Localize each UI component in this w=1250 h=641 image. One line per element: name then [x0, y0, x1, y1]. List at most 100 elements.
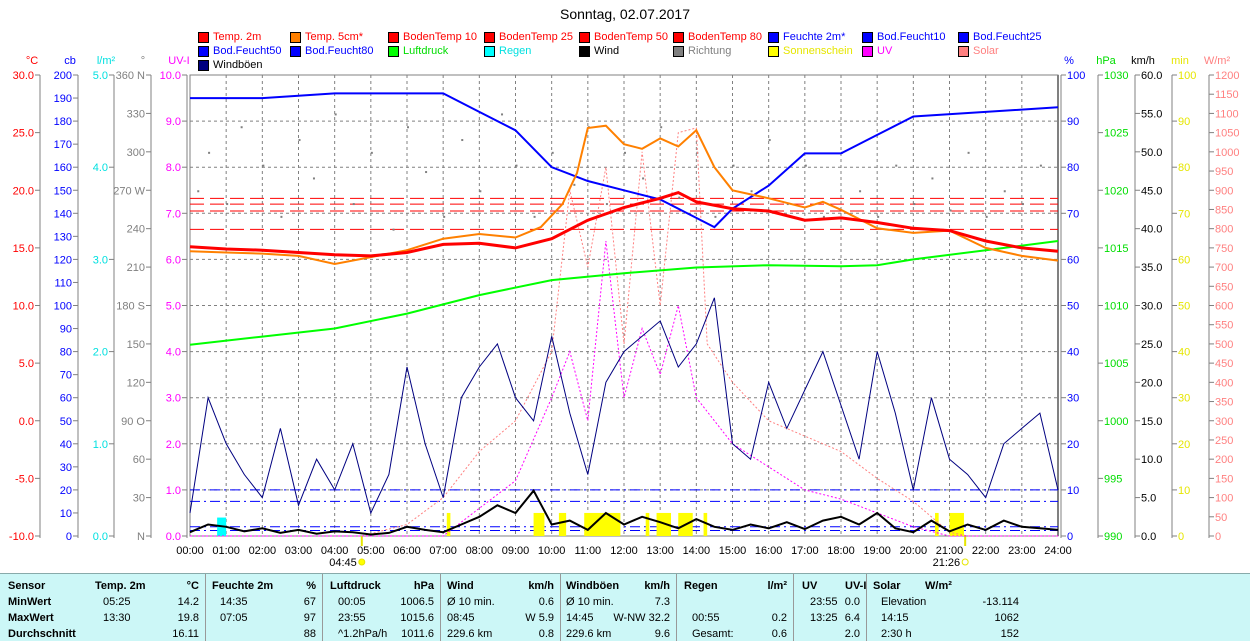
axis-tick-label: -5.0 — [15, 473, 34, 485]
axis-tick-label: 0.0 — [1141, 531, 1156, 543]
column-header: Temp. 2m — [95, 580, 146, 592]
axis-tick-label: 400 — [1215, 377, 1233, 389]
legend-swatch — [198, 31, 209, 43]
axis-tick-label: 50 — [60, 416, 72, 428]
x-tick-label: 12:00 — [610, 545, 638, 557]
column-unit: km/h — [644, 580, 670, 592]
axis-tick-label: 1050 — [1215, 128, 1239, 140]
axis-tick-label: 80 — [1067, 162, 1079, 174]
axis-unit-rain: l/m² — [97, 55, 116, 67]
cell-time: 13:25 — [810, 612, 838, 624]
direction-point — [226, 203, 229, 206]
x-tick-label: 15:00 — [719, 545, 747, 557]
axis-unit-temp: °C — [26, 55, 38, 67]
legend-item: Bod.Feucht25 — [958, 31, 1042, 43]
axis-tick-label: 20 — [60, 485, 72, 497]
axis-tick-label: 30.0 — [1141, 301, 1162, 313]
axis-tick-label: 200 — [1215, 454, 1233, 466]
axis-tick-label: 20.0 — [13, 185, 34, 197]
cell-time: Ø 10 min. — [566, 596, 614, 608]
legend-swatch — [290, 45, 301, 57]
column-separator — [205, 574, 206, 641]
cell-value: 0.6 — [771, 628, 787, 640]
direction-point — [533, 215, 536, 218]
axis-tick-label: 120 — [127, 377, 145, 389]
column-header: UV — [802, 580, 818, 592]
legend-label: BodenTemp 80 — [688, 31, 762, 43]
x-tick-label: 13:00 — [646, 545, 674, 557]
cell-value: 1006.5 — [400, 596, 434, 608]
axis-tick-label: 0.0 — [93, 531, 108, 543]
direction-point — [425, 171, 428, 174]
axis-tick-label: 60 — [60, 393, 72, 405]
legend-item: Temp. 2m — [198, 31, 261, 43]
axis-tick-label: 700 — [1215, 262, 1233, 274]
axis-tick-label: 30.0 — [13, 70, 34, 82]
cell-time: 00:05 — [338, 596, 366, 608]
direction-point — [605, 203, 608, 206]
axis-tick-label: N — [137, 531, 145, 543]
axis-tick-label: 180 — [54, 116, 72, 128]
cell-value: 14.2 — [177, 596, 199, 608]
cell-time: 08:45 — [447, 612, 475, 624]
legend-swatch — [388, 45, 399, 57]
cell-value: 0.0 — [844, 596, 860, 608]
column-unit: l/m² — [767, 580, 787, 592]
axis-tick-label: 850 — [1215, 204, 1233, 216]
sunshine-bar — [656, 512, 672, 536]
row-label: Durchschnitt — [8, 628, 76, 640]
column-header: Feuchte 2m — [212, 580, 274, 592]
axis-tick-label: 9.0 — [166, 116, 181, 128]
series-uv — [190, 240, 1058, 537]
column-header: Solar — [873, 580, 901, 592]
column-separator — [676, 574, 677, 641]
sunset-time: 21:26 — [933, 557, 961, 569]
legend-item: Regen — [484, 45, 531, 57]
axis-tick-label: 150 — [54, 185, 72, 197]
axis-tick-label: 100 — [54, 301, 72, 313]
direction-point — [280, 215, 283, 218]
axis-tick-label: 1000 — [1104, 416, 1128, 428]
legend-label: BodenTemp 50 — [594, 31, 668, 43]
legend-item: Feuchte 2m* — [768, 31, 845, 43]
cell-time: 14:45 — [566, 612, 594, 624]
axis-tick-label: 0 — [66, 531, 72, 543]
x-tick-label: 19:00 — [863, 545, 891, 557]
axis-tick-label: 100 — [1178, 70, 1196, 82]
legend-swatch — [958, 31, 969, 43]
axis-tick-label: 270 W — [113, 185, 145, 197]
cell-value: 97 — [303, 612, 316, 624]
x-tick-label: 22:00 — [972, 545, 1000, 557]
legend-label: Bod.Feucht25 — [973, 31, 1042, 43]
direction-point — [1021, 203, 1024, 206]
direction-point — [370, 151, 373, 154]
direction-point — [573, 183, 576, 186]
axis-tick-label: 35.0 — [1141, 262, 1162, 274]
cell-value: 7.3 — [654, 596, 670, 608]
legend-item: Temp. 5cm* — [290, 31, 363, 43]
legend-item: Bod.Feucht10 — [862, 31, 946, 43]
legend-swatch — [290, 31, 301, 43]
legend-swatch — [673, 45, 684, 57]
axis-tick-label: 200 — [54, 70, 72, 82]
column-separator — [866, 574, 867, 641]
x-tick-label: 18:00 — [827, 545, 855, 557]
axis-tick-label: 100 — [1215, 493, 1233, 505]
statistics-table: Sensor Temp. 2m °C Feuchte 2m% Luftdruck hPa W… — [0, 573, 1250, 641]
legend-label: BodenTemp 25 — [499, 31, 573, 43]
direction-point — [262, 164, 265, 167]
x-tick-label: 05:00 — [357, 545, 385, 557]
legend-swatch — [198, 59, 209, 71]
legend-item: Luftdruck — [388, 45, 448, 57]
axis-tick-label: 130 — [54, 231, 72, 243]
direction-point — [768, 139, 771, 142]
axis-tick-label: 50.0 — [1141, 147, 1162, 159]
direction-point — [1039, 164, 1042, 167]
column-separator — [560, 574, 561, 641]
axis-tick-label: 7.0 — [166, 208, 181, 220]
axis-tick-label: 990 — [1104, 531, 1122, 543]
axis-tick-label: 30 — [1178, 393, 1190, 405]
row-label: MinWert — [8, 596, 52, 608]
series-windb-en — [189, 297, 1059, 515]
direction-point — [515, 164, 518, 167]
